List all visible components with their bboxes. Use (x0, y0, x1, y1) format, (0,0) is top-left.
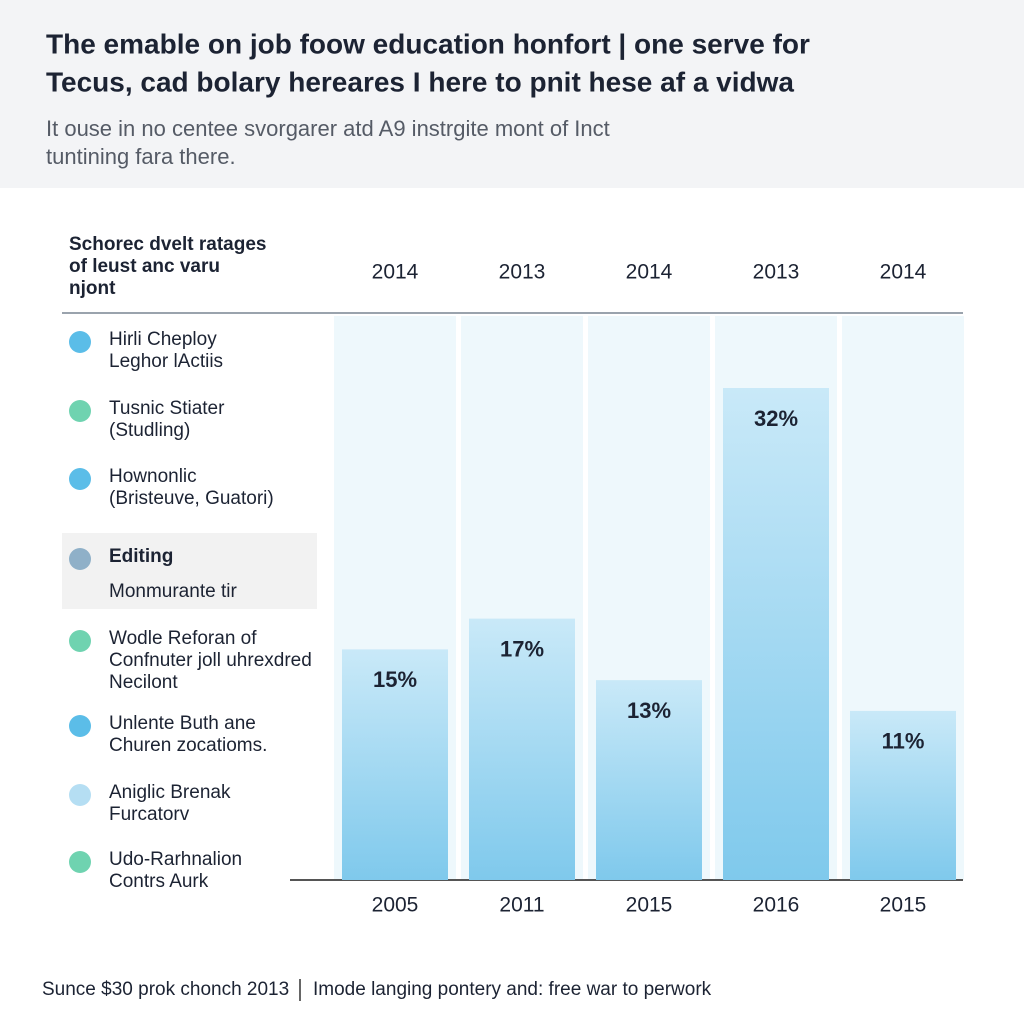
legend-highlight (62, 533, 317, 609)
subtitle: tuntining fara there. (46, 144, 236, 169)
legend-text: Monmurante tir (109, 581, 237, 602)
x-tick-label: 2011 (499, 894, 544, 917)
legend-text: (Studling) (109, 420, 190, 441)
legend-text: Contrs Aurk (109, 871, 209, 892)
legend-text: Confnuter joll uhrexdred (109, 650, 312, 671)
title: The emable on job foow education honfort… (46, 28, 810, 59)
legend-text: Necilont (109, 672, 178, 693)
legend-text: Churen zocatioms. (109, 735, 267, 756)
legend-dot (69, 400, 91, 422)
legend-title: of leust anc varu (69, 256, 220, 277)
legend-text: Unlente Buth ane (109, 713, 256, 734)
footer-text: Imode langing pontery and: free war to p… (313, 979, 712, 1000)
title: Tecus, cad bolary hereares I here to pni… (46, 66, 794, 97)
x-tick-label: 2005 (372, 894, 419, 917)
legend-dot (69, 784, 91, 806)
legend-text: Leghor lActiis (109, 351, 223, 372)
bar (723, 388, 829, 880)
header-band (0, 0, 1024, 188)
header-year: 2014 (880, 261, 927, 284)
value-label: 32% (754, 406, 798, 431)
header-year: 2013 (499, 261, 546, 284)
legend-text: Aniglic Brenak (109, 782, 231, 803)
legend-text: Wodle Reforan of (109, 628, 257, 649)
legend-dot (69, 851, 91, 873)
x-tick-label: 2015 (626, 894, 673, 917)
legend-dot (69, 468, 91, 490)
legend-text: Tusnic Stiater (109, 398, 225, 419)
bar (596, 680, 702, 880)
value-label: 13% (627, 698, 671, 723)
legend-text: Udo-Rarhnalion (109, 849, 242, 870)
legend-dot (69, 630, 91, 652)
legend-text: Hownonlic (109, 466, 197, 487)
header-year: 2013 (753, 261, 800, 284)
legend-title: Schorec dvelt ratages (69, 234, 266, 255)
value-label: 11% (882, 729, 925, 754)
bar (469, 618, 575, 880)
legend-dot (69, 548, 91, 570)
subtitle: It ouse in no centee svorgarer atd A9 in… (46, 116, 610, 141)
legend-dot (69, 715, 91, 737)
bar (342, 649, 448, 880)
value-label: 15% (373, 667, 417, 692)
legend-text: Hirli Cheploy (109, 329, 217, 350)
legend-text: Furcatorv (109, 804, 190, 825)
x-tick-label: 2016 (753, 894, 800, 917)
legend-text: (Bristeuve, Guatori) (109, 488, 274, 509)
header-year: 2014 (372, 261, 419, 284)
header-year: 2014 (626, 261, 673, 284)
value-label: 17% (500, 636, 544, 661)
x-tick-label: 2015 (880, 894, 927, 917)
footer-text: Sunce $30 prok chonch 2013 (42, 979, 289, 1000)
legend-dot (69, 331, 91, 353)
bar (850, 710, 956, 880)
legend-text: Editing (109, 546, 173, 567)
legend-title: njont (69, 278, 116, 299)
